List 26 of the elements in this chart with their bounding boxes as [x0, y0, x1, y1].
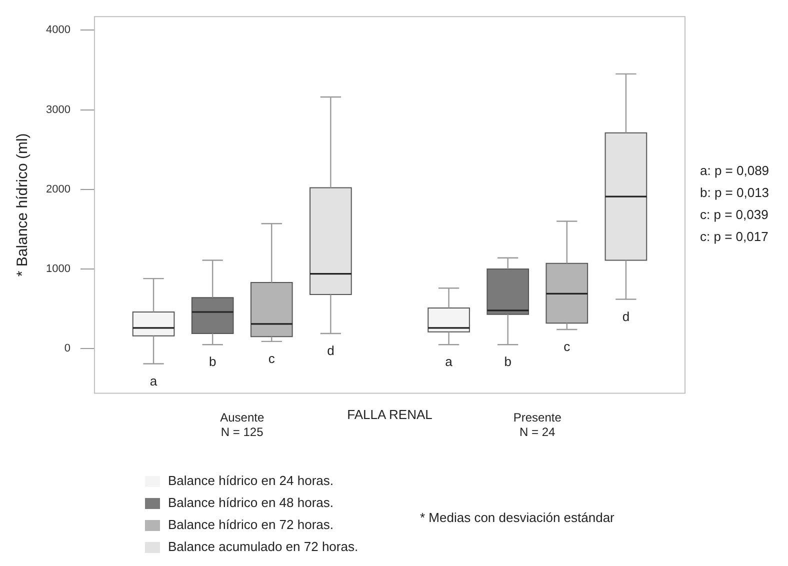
annotation: b [504, 354, 512, 370]
text: * Medias con desviación estándar [420, 510, 614, 525]
annotation: a [445, 354, 454, 370]
x-axis-title: FALLA RENAL [347, 406, 432, 422]
y-tick-label: 4000 [46, 24, 70, 36]
x-tick-label: Ausente N = 125 [220, 410, 264, 440]
y-axis-title: * Balance hídrico (ml) [14, 133, 32, 277]
legend-label: Balance hídrico en 24 horas. [168, 472, 334, 490]
text: b: p = 0,013 [700, 184, 770, 202]
y-tick-label: 1000 [46, 263, 70, 276]
annotation: c [564, 339, 571, 354]
legend-label: Balance hídrico en 72 horas. [168, 516, 334, 534]
y-tick-label: 0 [64, 342, 70, 355]
text: a: p = 0,089 [700, 162, 770, 180]
x-tick-label: Presente N = 24 [513, 410, 562, 440]
annotation: d [327, 343, 334, 358]
legend-label: Balance acumulado en 72 horas. [168, 538, 358, 556]
y-tick-label: 2000 [46, 183, 70, 196]
annotation: c [268, 351, 276, 366]
annotation: a [150, 373, 158, 388]
annotation: d [622, 308, 630, 324]
y-tick-label: 3000 [46, 104, 70, 116]
annotation: b [208, 354, 216, 370]
text: c: p = 0,039 [700, 206, 770, 224]
text: c: p = 0,017 [700, 228, 770, 246]
legend-label: Balance hídrico en 48 horas. [168, 494, 334, 512]
